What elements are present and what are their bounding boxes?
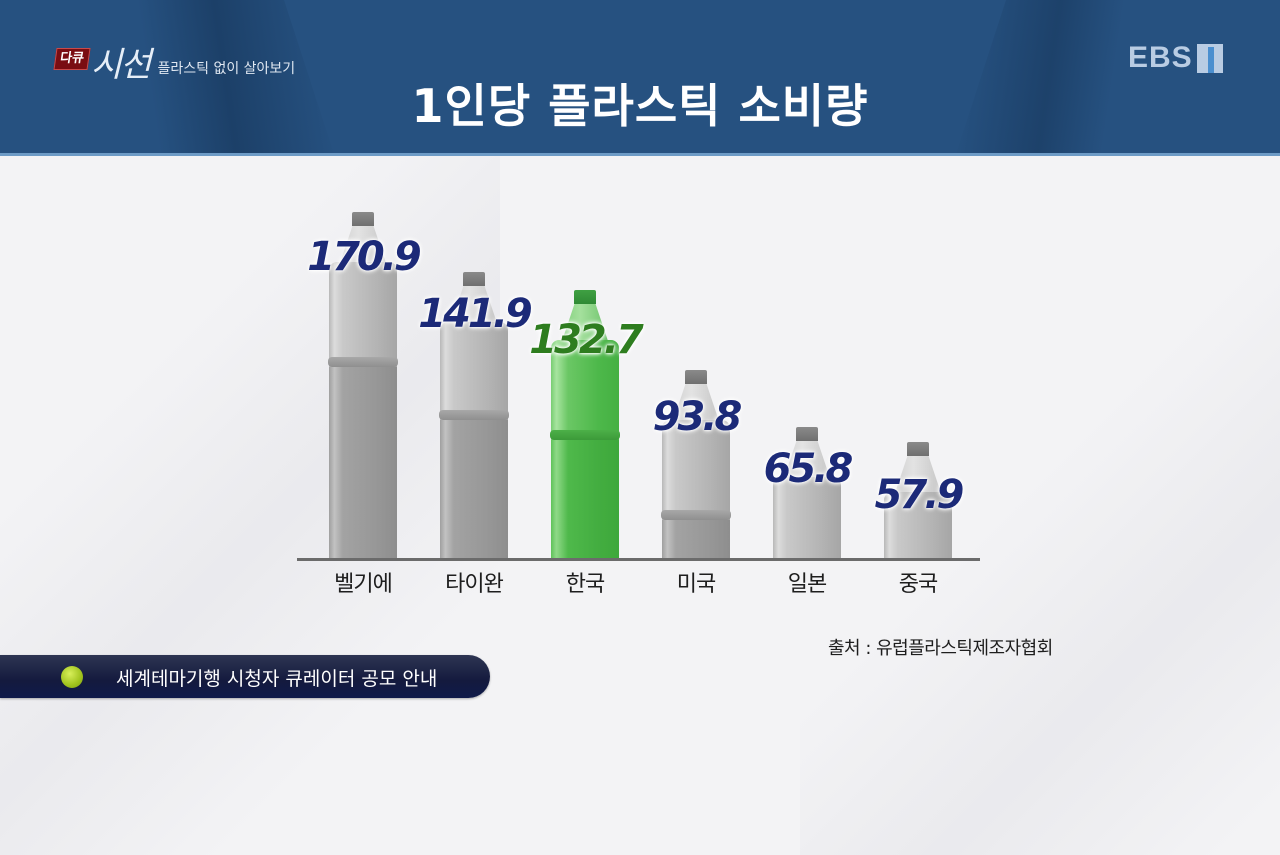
value-label-china: 57.9 (874, 472, 965, 518)
bottle-cap (685, 370, 707, 384)
channel-number-icon (1196, 43, 1223, 73)
ticker-bullet-icon (61, 666, 83, 688)
bar-bottle-belgium (328, 212, 398, 559)
bottle-cap (796, 427, 818, 441)
bar-bottle-korea (550, 290, 620, 559)
episode-title: 플라스틱 없이 살아보기 (157, 61, 296, 77)
category-label-korea: 한국 (565, 572, 605, 597)
bar-bottle-usa (661, 370, 731, 559)
value-label-usa: 93.8 (652, 394, 743, 440)
bottle-body (884, 492, 952, 559)
category-label-usa: 미국 (676, 572, 716, 597)
category-label-japan: 일본 (787, 572, 827, 597)
bottle-ring (328, 357, 398, 367)
bottle-cap (352, 212, 374, 226)
channel-logo-text: EBS (1128, 41, 1193, 74)
x-axis-line (297, 558, 980, 561)
category-label-belgium: 벨기에 (334, 572, 393, 597)
chart-title: 1인당 플라스틱 소비량 (411, 79, 869, 133)
bottle-body (773, 477, 841, 559)
header-banner: 다큐 시선 플라스틱 없이 살아보기 EBS 1인당 플라스틱 소비량 (0, 0, 1280, 156)
category-label-taiwan: 타이완 (445, 572, 504, 597)
bottle-body-lower (551, 440, 619, 559)
source-citation: 출처 : 유럽플라스틱제조자협회 (828, 638, 1053, 659)
value-label-belgium: 170.9 (307, 234, 422, 280)
bar-bottle-taiwan (439, 272, 509, 559)
bottle-body-lower (329, 367, 397, 559)
value-label-korea: 132.7 (529, 317, 644, 363)
ticker-text: 세계테마기행 시청자 큐레이터 공모 안내 (116, 668, 438, 690)
bar-bottle-china (884, 442, 952, 559)
value-label-japan: 65.8 (763, 446, 854, 492)
bottle-body-lower (662, 520, 730, 559)
news-ticker: 세계테마기행 시청자 큐레이터 공모 안내 (0, 655, 490, 698)
bottle-ring (439, 410, 509, 420)
bottle-body-lower (440, 420, 508, 559)
bar-bottle-japan (773, 427, 841, 559)
bottle-ring (661, 510, 731, 520)
value-label-taiwan: 141.9 (418, 291, 533, 337)
program-badge: 다큐 (53, 48, 91, 70)
bottle-cap (463, 272, 485, 286)
program-logo: 다큐 시선 플라스틱 없이 살아보기 (53, 45, 296, 88)
bottle-cap (907, 442, 929, 456)
bottle-cap (574, 290, 596, 304)
category-label-china: 중국 (898, 572, 938, 597)
program-name: 시선 (90, 45, 152, 85)
bottle-ring (550, 430, 620, 440)
channel-logo: EBS (1128, 43, 1223, 73)
